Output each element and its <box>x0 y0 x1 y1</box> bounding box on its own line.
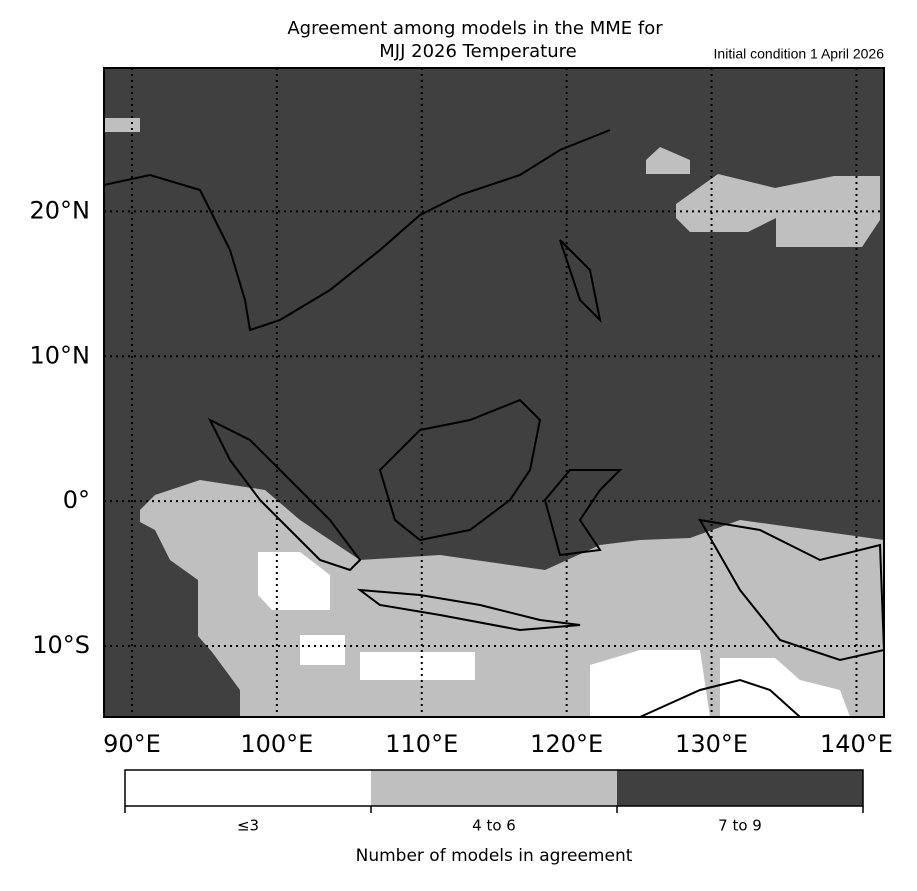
map-frame <box>103 67 885 718</box>
coastlines <box>103 129 886 718</box>
x-tick-label: 120°E <box>530 730 603 758</box>
title-line: MJJ 2026 Temperature <box>379 41 576 62</box>
y-tick-label: 0° <box>63 486 90 514</box>
y-tick-label: 10°N <box>30 341 91 369</box>
y-tick-label: 20°N <box>30 196 91 224</box>
colorbar-title: Number of models in agreement <box>356 846 633 866</box>
colorbar-frame <box>124 769 864 807</box>
region-white <box>720 658 850 717</box>
region-grey <box>104 118 140 132</box>
x-tick-label: 140°E <box>820 730 893 758</box>
y-tick-label: 10°S <box>32 631 90 659</box>
colorbar: ≤3 4 to 6 7 to 9 <box>124 769 864 835</box>
x-tick-label: 90°E <box>103 730 161 758</box>
subtitle: Initial condition 1 April 2026 <box>714 46 885 62</box>
region-white <box>300 635 345 665</box>
x-tick-label: 130°E <box>675 730 748 758</box>
region-white <box>590 650 710 717</box>
title-line: Agreement among models in the MME for <box>287 18 663 39</box>
colorbar-label: ≤3 <box>237 817 259 835</box>
colorbar-swatch <box>617 770 863 806</box>
x-tick-label: 110°E <box>385 730 458 758</box>
colorbar-swatch <box>371 770 617 806</box>
x-tick-label: 100°E <box>240 730 313 758</box>
colorbar-label: 4 to 6 <box>472 817 516 835</box>
region-white <box>360 652 475 680</box>
colorbar-swatch <box>125 770 371 806</box>
region-grey <box>646 147 690 174</box>
map <box>103 67 886 718</box>
colorbar-label: 7 to 9 <box>718 817 762 835</box>
